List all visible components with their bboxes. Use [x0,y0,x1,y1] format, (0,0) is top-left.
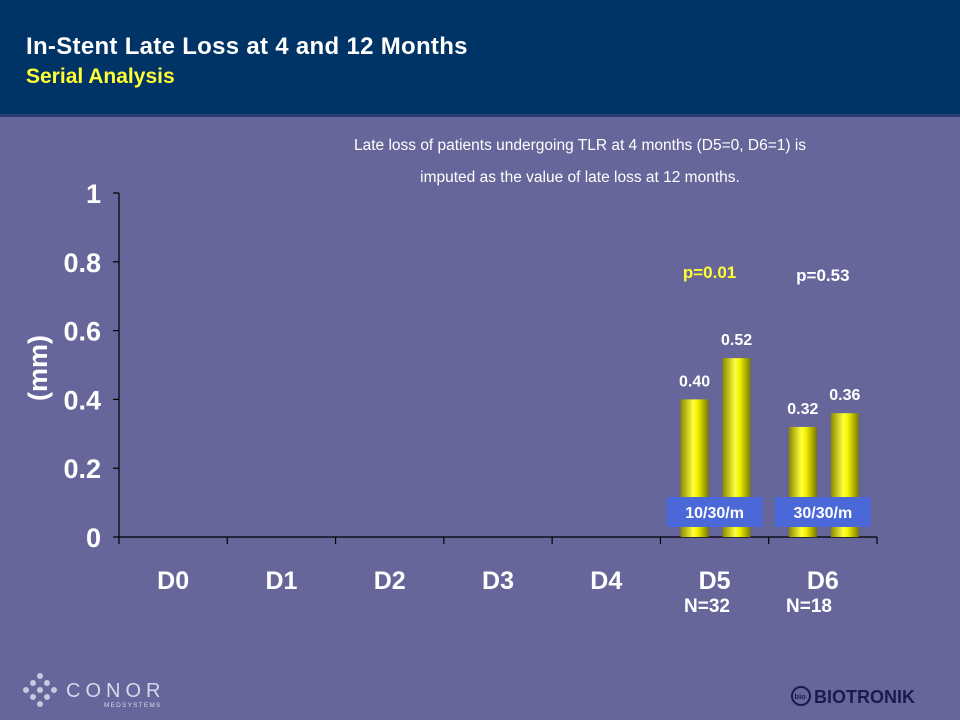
x-tick-label: D4 [590,567,622,595]
y-tick-label: 0.2 [63,454,101,484]
y-axis-label: (mm) [23,335,53,401]
n-label-d6: N=18 [786,596,832,617]
data-label: 0.32 [787,401,818,418]
header-bar [0,0,960,114]
y-tick-label: 0 [86,523,101,553]
x-tick-label: D2 [374,567,406,595]
y-tick-label: 0.4 [63,385,101,415]
data-label: 0.52 [721,332,752,349]
biotronik-logo: bio BIOTRONIK [790,684,950,715]
slide-subtitle: Serial Analysis [26,65,175,88]
x-tick-label: D6 [807,567,839,595]
biotronik-logo-name: BIOTRONIK [814,687,915,707]
data-label: 0.40 [679,373,710,390]
x-tick-label: D1 [265,567,297,595]
y-tick-label: 0.8 [63,248,101,278]
svg-text:bio: bio [795,692,807,701]
x-tick-label: D0 [157,567,189,595]
y-tick-label: 1 [86,179,101,209]
x-tick-label: D3 [482,567,514,595]
biotronik-bio-icon: bio [791,686,811,706]
group-badge-label: 10/30/m [685,505,744,522]
p-value-label: p=0.53 [796,266,849,285]
x-tick-label: D5 [699,567,731,595]
conor-logo: CONOR MEDSYSTEMS [22,670,172,715]
slide-title: In-Stent Late Loss at 4 and 12 Months [26,33,468,60]
chart-note-line-2: imputed as the value of late loss at 12 … [420,169,740,186]
group-badge-label: 30/30/m [793,505,852,522]
n-label-d5: N=32 [684,596,730,617]
header-divider [0,114,960,117]
conor-logo-sub: MEDSYSTEMS [104,702,162,709]
chart-note: Late loss of patients undergoing TLR at … [280,130,880,194]
p-value-label: p=0.01 [683,263,736,282]
group-badge [774,497,871,527]
y-tick-label: 0.6 [63,317,101,347]
conor-diamond-icon: CONOR MEDSYSTEMS [23,673,165,709]
data-label: 0.36 [829,387,860,404]
conor-logo-name: CONOR [66,680,165,702]
group-badge [666,497,763,527]
chart-note-line-1: Late loss of patients undergoing TLR at … [353,137,807,154]
